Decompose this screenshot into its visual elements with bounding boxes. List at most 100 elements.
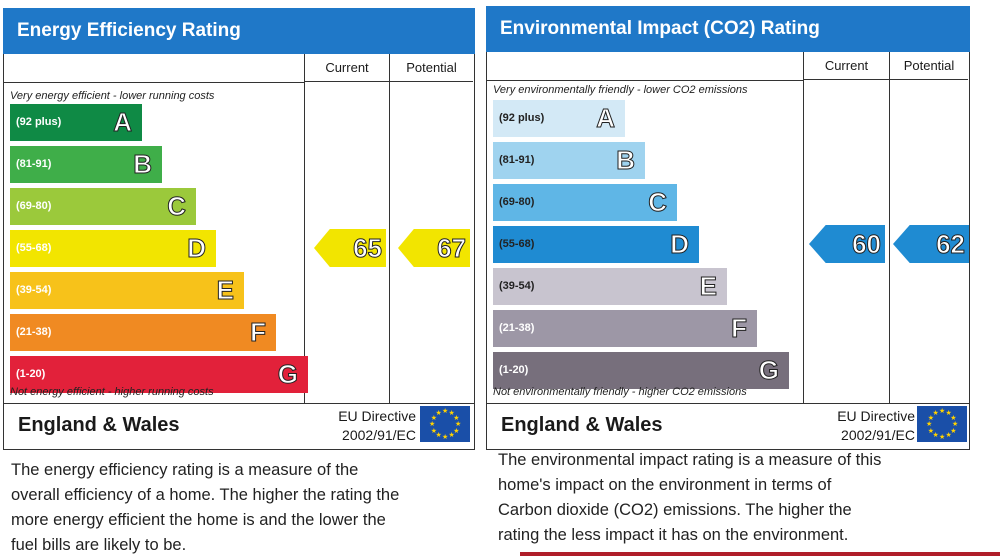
directive-line: EU Directive (837, 408, 915, 424)
rating-band-c: (69-80) C (493, 184, 677, 221)
divider (4, 82, 304, 83)
band-letter: F (731, 313, 748, 344)
eu-star-icon: ★ (429, 421, 436, 428)
eu-star-icon: ★ (448, 409, 455, 417)
potential-column-header: Potential (889, 52, 968, 80)
band-range-label: (1-20) (16, 368, 46, 380)
eu-star-icon: ★ (945, 432, 952, 440)
band-range-label: (92 plus) (499, 112, 545, 124)
divider (487, 80, 803, 81)
band-range-label: (21-38) (499, 322, 535, 334)
eu-star-icon: ★ (448, 432, 455, 440)
description-line: rating the less impact it has on the env… (498, 526, 849, 544)
band-letter: B (133, 149, 153, 180)
current-rating-value: 65 (353, 233, 383, 264)
potential-rating-arrow: 67 (398, 229, 470, 267)
eu-star-icon: ★ (435, 432, 442, 440)
eu-star-icon: ★ (442, 434, 449, 441)
rating-band-d: (55-68) D (10, 230, 216, 267)
band-letter: E (216, 275, 234, 306)
energy-efficiency-panel: Energy Efficiency Rating Current Potenti… (3, 8, 475, 554)
band-letter: C (167, 191, 187, 222)
rating-band-b: (81-91) B (493, 142, 645, 179)
eu-star-icon: ★ (442, 408, 449, 415)
description-line: home's impact on the environment in term… (498, 476, 832, 494)
rating-band-g: (1-20) G (10, 356, 308, 393)
bottom-caption: Not energy efficient - higher running co… (10, 386, 214, 398)
eu-star-icon: ★ (952, 421, 959, 428)
current-rating-value: 60 (852, 229, 882, 260)
band-range-label: (55-68) (499, 238, 535, 250)
environment-chart-frame: Current Potential Very environmentally f… (486, 52, 970, 450)
band-letter: D (670, 229, 690, 260)
region-footer: England & Wales EU Directive 2002/91/EC … (487, 403, 969, 449)
eu-star-icon: ★ (926, 421, 933, 428)
rating-band-a: (92 plus) A (493, 100, 625, 137)
column-divider (889, 80, 890, 403)
band-letter: E (699, 271, 717, 302)
rating-band-a: (92 plus) A (10, 104, 142, 141)
band-range-label: (69-80) (499, 196, 535, 208)
eu-star-icon: ★ (453, 427, 460, 435)
band-range-label: (39-54) (16, 284, 52, 296)
rating-band-f: (21-38) F (493, 310, 757, 347)
potential-rating-value: 67 (437, 233, 467, 264)
column-divider (304, 82, 305, 403)
rating-band-c: (69-80) C (10, 188, 196, 225)
column-divider (803, 80, 804, 403)
top-caption: Very environmentally friendly - lower CO… (493, 84, 748, 96)
description-line: The energy efficiency rating is a measur… (11, 461, 359, 479)
band-range-label: (39-54) (499, 280, 535, 292)
band-letter: A (596, 103, 616, 134)
potential-column-header: Potential (389, 54, 473, 82)
band-range-label: (69-80) (16, 200, 52, 212)
eu-star-icon: ★ (945, 409, 952, 417)
eu-star-icon: ★ (927, 414, 935, 422)
eu-star-icon: ★ (455, 421, 462, 428)
eu-star-icon: ★ (430, 414, 438, 422)
eu-star-icon: ★ (453, 414, 460, 422)
description-line: Carbon dioxide (CO2) emissions. The high… (498, 501, 852, 519)
current-rating-arrow: 65 (314, 229, 386, 267)
band-range-label: (92 plus) (16, 116, 62, 128)
page-edge-stripe (520, 552, 1000, 556)
energy-description: The energy efficiency rating is a measur… (11, 458, 481, 558)
rating-band-e: (39-54) E (493, 268, 727, 305)
band-letter: C (648, 187, 668, 218)
band-range-label: (81-91) (16, 158, 52, 170)
eu-star-icon: ★ (932, 409, 939, 417)
current-column-header: Current (304, 54, 389, 82)
potential-rating-arrow: 62 (893, 225, 969, 263)
eu-star-icon: ★ (927, 427, 935, 435)
band-range-label: (21-38) (16, 326, 52, 338)
band-range-label: (81-91) (499, 154, 535, 166)
energy-header: Energy Efficiency Rating (3, 8, 475, 54)
rating-band-e: (39-54) E (10, 272, 244, 309)
top-caption: Very energy efficient - lower running co… (10, 90, 215, 102)
band-letter: G (758, 355, 779, 386)
rating-band-f: (21-38) F (10, 314, 276, 351)
band-letter: A (113, 107, 133, 138)
column-divider (389, 82, 390, 403)
band-letter: F (250, 317, 267, 348)
current-column-header: Current (803, 52, 889, 80)
eu-star-icon: ★ (950, 414, 957, 422)
environmental-impact-panel: Environmental Impact (CO2) Rating Curren… (486, 6, 970, 544)
bottom-caption: Not environmentally friendly - higher CO… (493, 386, 747, 398)
directive-number: 2002/91/EC (841, 427, 915, 443)
current-rating-arrow: 60 (809, 225, 885, 263)
eu-star-icon: ★ (435, 409, 442, 417)
band-letter: B (616, 145, 636, 176)
description-line: fuel bills are likely to be. (11, 536, 187, 554)
potential-rating-value: 62 (936, 229, 966, 260)
eu-directive-label: EU Directive 2002/91/EC (837, 407, 915, 445)
eu-flag-icon: ★ ★ ★ ★ ★ ★ ★ ★ ★ ★ ★ ★ (917, 406, 967, 442)
rating-band-d: (55-68) D (493, 226, 699, 263)
region-footer: England & Wales EU Directive 2002/91/EC … (4, 403, 474, 449)
region-label: England & Wales (501, 414, 663, 436)
eu-directive-label: EU Directive 2002/91/EC (338, 407, 416, 445)
energy-chart-frame: Current Potential Very energy efficient … (3, 54, 475, 450)
description-line: overall efficiency of a home. The higher… (11, 486, 400, 504)
eu-flag-icon: ★ ★ ★ ★ ★ ★ ★ ★ ★ ★ ★ ★ (420, 406, 470, 442)
description-line: The environmental impact rating is a mea… (498, 451, 882, 469)
